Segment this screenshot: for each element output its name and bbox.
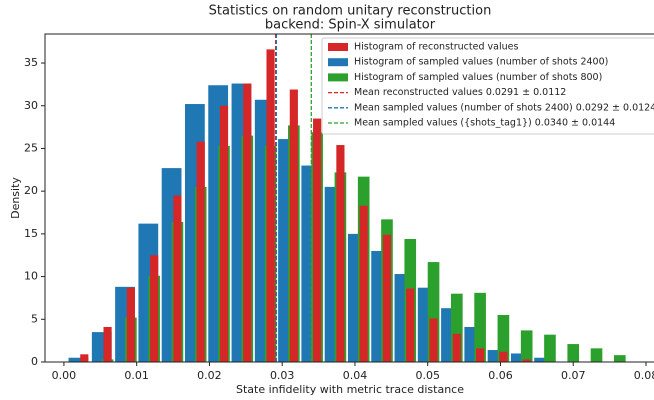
bar [150, 255, 159, 362]
bar [474, 292, 486, 362]
legend-label: Mean sampled values (number of shots 240… [354, 102, 654, 113]
bar [289, 89, 298, 362]
x-tick-label: 0.08 [634, 369, 654, 382]
plot-frame [44, 33, 654, 363]
bar [219, 105, 229, 362]
bar [427, 262, 440, 362]
legend-swatch [328, 58, 348, 67]
legend-label: Histogram of reconstructed values [354, 42, 518, 53]
y-tick-label: 35 [24, 56, 38, 69]
legend-label: Histogram of sampled values (number of s… [354, 57, 608, 68]
y-tick-label: 25 [24, 141, 38, 154]
y-tick-label: 15 [24, 227, 38, 240]
x-tick-label: 0.01 [124, 369, 149, 382]
bar [497, 315, 510, 362]
bar [266, 49, 275, 362]
bar [80, 354, 89, 362]
bar [544, 334, 556, 362]
legend-label: Histogram of sampled values (number of s… [354, 72, 602, 83]
y-tick-label: 20 [24, 184, 38, 197]
bar [68, 357, 89, 362]
bar [452, 333, 461, 362]
bar [499, 351, 508, 362]
bar [173, 195, 182, 362]
bar [359, 205, 368, 362]
bar [520, 330, 533, 362]
bar [429, 318, 438, 362]
bar [406, 288, 415, 362]
y-tick-label: 10 [24, 270, 38, 283]
legend-swatch [328, 73, 348, 82]
bar [451, 293, 463, 362]
x-tick-label: 0.06 [488, 369, 513, 382]
bar [336, 145, 345, 362]
bar [313, 118, 322, 362]
x-axis-label: State infidelity with metric trace dista… [236, 383, 464, 396]
legend-swatch [328, 43, 348, 51]
bar [522, 359, 531, 362]
bar [126, 287, 135, 362]
y-tick-label: 5 [31, 312, 38, 325]
bar [103, 326, 112, 362]
bar [196, 141, 205, 362]
x-tick-label: 0.05 [415, 369, 440, 382]
chart-title: Statistics on random unitary reconstruct… [209, 4, 492, 19]
y-axis-label: Density [9, 177, 22, 219]
legend-label: Mean reconstructed values 0.0291 ± 0.011… [354, 87, 566, 98]
y-tick-label: 0 [31, 355, 38, 368]
bar [243, 83, 252, 363]
x-tick-label: 0.03 [270, 369, 295, 382]
x-tick-label: 0.00 [52, 369, 77, 382]
x-tick-label: 0.02 [197, 369, 222, 382]
chart-subtitle: backend: Spin-X simulator [265, 18, 436, 33]
bar [567, 344, 580, 362]
bar [382, 234, 392, 362]
bar [590, 348, 603, 362]
x-tick-label: 0.04 [343, 369, 368, 382]
x-tick-label: 0.07 [561, 369, 586, 382]
legend-label: Mean sampled values ({shots_tag1}) 0.034… [354, 118, 615, 129]
bar [476, 348, 485, 362]
y-tick-label: 30 [24, 99, 38, 112]
bar [613, 355, 626, 362]
bar [487, 350, 508, 362]
legend-box [321, 37, 654, 135]
